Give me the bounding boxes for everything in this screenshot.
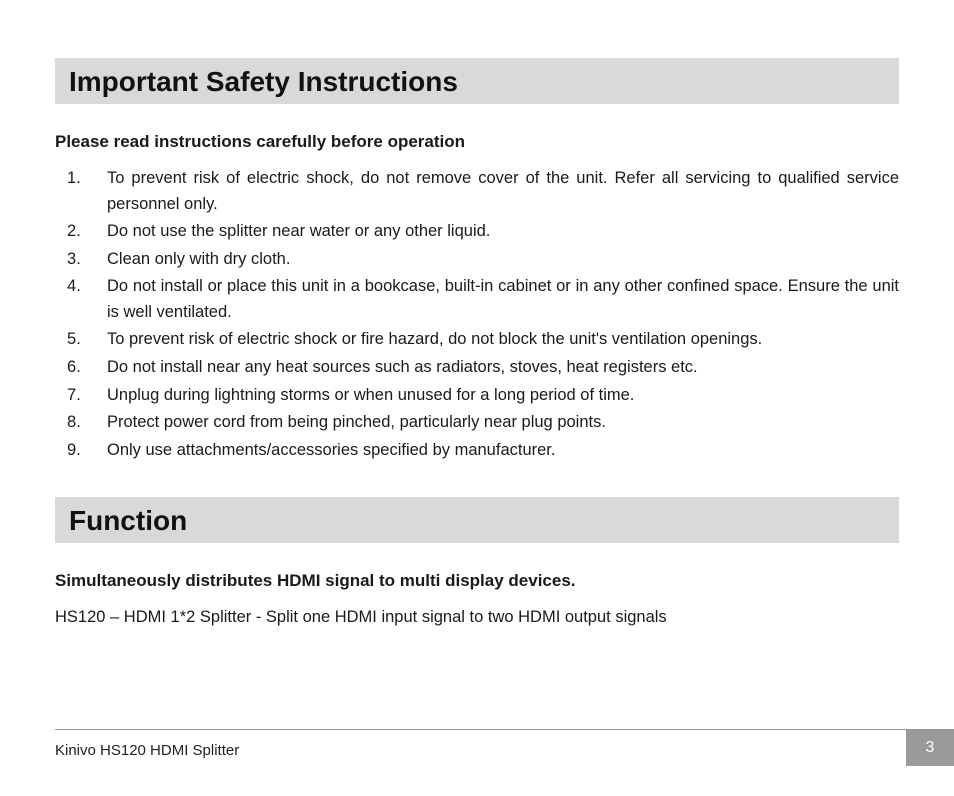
- section-heading-safety: Important Safety Instructions: [55, 58, 899, 104]
- footer: Kinivo HS120 HDMI Splitter 3: [55, 729, 954, 766]
- subheading-function: Simultaneously distributes HDMI signal t…: [55, 571, 899, 591]
- section-heading-function: Function: [55, 497, 899, 543]
- list-item: Do not install near any heat sources suc…: [55, 355, 899, 381]
- list-item: Only use attachments/accessories specifi…: [55, 438, 899, 464]
- subheading-safety: Please read instructions carefully befor…: [55, 132, 899, 152]
- list-item: Protect power cord from being pinched, p…: [55, 410, 899, 436]
- list-item: Do not install or place this unit in a b…: [55, 274, 899, 325]
- page-number: 3: [906, 730, 954, 766]
- function-body: HS120 – HDMI 1*2 Splitter - Split one HD…: [55, 605, 899, 630]
- list-item: Clean only with dry cloth.: [55, 247, 899, 273]
- list-item: To prevent risk of electric shock, do no…: [55, 166, 899, 217]
- heading-safety: Important Safety Instructions: [69, 66, 885, 98]
- list-item: To prevent risk of electric shock or fir…: [55, 327, 899, 353]
- list-item: Unplug during lightning storms or when u…: [55, 383, 899, 409]
- footer-product: Kinivo HS120 HDMI Splitter: [55, 740, 239, 759]
- instruction-list: To prevent risk of electric shock, do no…: [55, 166, 899, 463]
- list-item: Do not use the splitter near water or an…: [55, 219, 899, 245]
- heading-function: Function: [69, 505, 885, 537]
